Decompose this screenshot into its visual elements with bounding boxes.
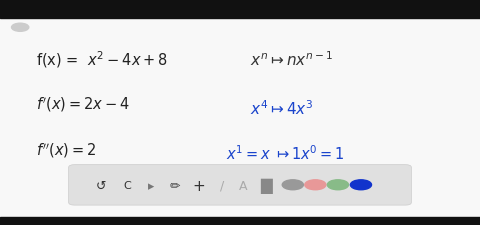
Text: ✏: ✏ (170, 179, 180, 192)
Bar (0, 0, 480, 19)
Circle shape (282, 180, 303, 190)
Text: $x^4 \mapsto 4x^3$: $x^4 \mapsto 4x^3$ (250, 99, 313, 117)
Circle shape (350, 180, 372, 190)
Circle shape (305, 180, 326, 190)
Text: +: + (193, 178, 205, 193)
Text: $x^1 = x \;\mapsto 1x^0 = 1$: $x^1 = x \;\mapsto 1x^0 = 1$ (226, 144, 344, 162)
Text: $f''(x) = 2$: $f''(x) = 2$ (36, 140, 96, 159)
Text: $f'(x) = 2x - 4$: $f'(x) = 2x - 4$ (36, 95, 130, 114)
Circle shape (12, 24, 29, 32)
Text: /: / (220, 179, 224, 192)
Text: █: █ (261, 178, 272, 193)
Circle shape (327, 180, 348, 190)
Text: C: C (123, 181, 131, 191)
Text: f(x) =  $x^2-4x+8$: f(x) = $x^2-4x+8$ (36, 49, 168, 70)
Text: $x^n \mapsto nx^{n-1}$: $x^n \mapsto nx^{n-1}$ (250, 50, 333, 69)
Text: ↺: ↺ (96, 179, 106, 192)
FancyBboxPatch shape (69, 165, 411, 205)
Text: A: A (239, 179, 248, 192)
Text: ▸: ▸ (148, 179, 155, 192)
Bar (0, 217, 480, 225)
